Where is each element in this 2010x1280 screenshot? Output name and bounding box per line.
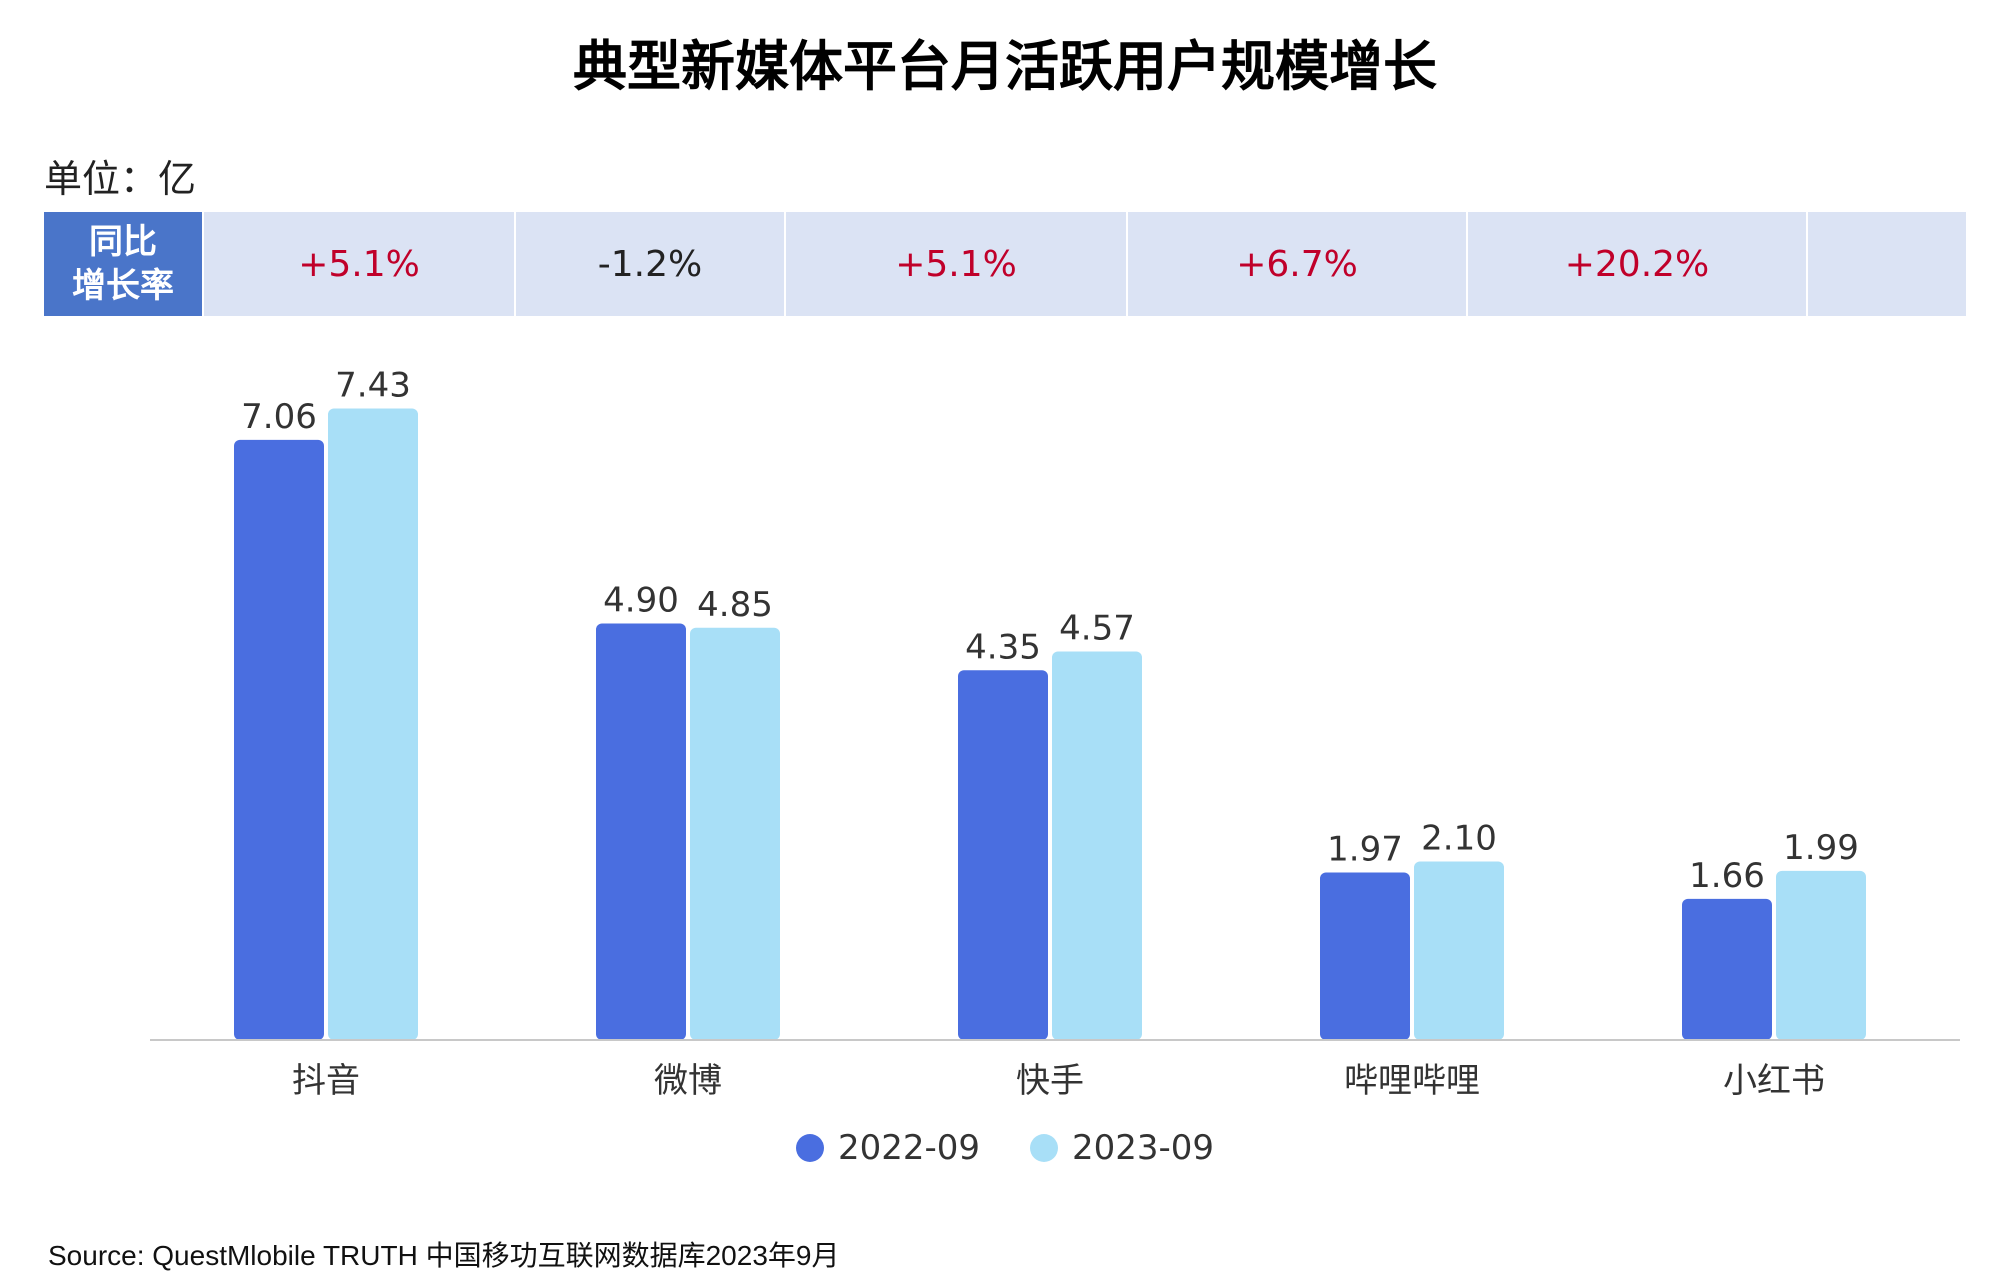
legend-item-2023: 2023-09	[1030, 1128, 1214, 1168]
value-label-2023-3: 2.10	[1421, 819, 1497, 859]
value-label-2023-0: 7.43	[335, 365, 411, 405]
chart-title: 典型新媒体平台月活跃用户规模增长	[573, 35, 1437, 98]
bar-2023-4	[1776, 870, 1866, 1040]
bar-2022-3	[1320, 872, 1410, 1040]
value-label-2022-3: 1.97	[1327, 830, 1403, 870]
bars-group	[234, 408, 1866, 1040]
yoy-growth-strip: 同比 增长率 +5.1% -1.2% +5.1% +6.7% +20.2%	[44, 212, 1966, 316]
bar-2022-2	[958, 670, 1048, 1040]
unit-label: 单位：亿	[44, 157, 197, 201]
category-labels-group: 抖音 微博 快手 哔哩哔哩 小红书	[292, 1061, 1825, 1101]
category-label-2: 快手	[1016, 1061, 1084, 1101]
yoy-header-line1: 同比	[89, 222, 157, 262]
bar-2022-1	[596, 623, 686, 1040]
bar-2023-2	[1052, 651, 1142, 1040]
source-note: Source: QuestMlobile TRUTH 中国移功互联网数据库202…	[48, 1240, 840, 1271]
yoy-value-douyin: +5.1%	[204, 212, 514, 316]
legend: 2022-09 2023-09	[0, 1128, 2010, 1168]
yoy-spacer	[1808, 212, 1966, 316]
value-label-2023-2: 4.57	[1059, 609, 1135, 649]
yoy-value-weibo: -1.2%	[516, 212, 784, 316]
value-label-2022-0: 7.06	[241, 397, 317, 437]
yoy-value-xiaohongshu: +20.2%	[1468, 212, 1806, 316]
category-label-3: 哔哩哔哩	[1344, 1061, 1480, 1101]
legend-item-2022: 2022-09	[795, 1128, 980, 1168]
bar-2022-4	[1682, 898, 1772, 1040]
legend-label-2023: 2023-09	[1072, 1128, 1215, 1168]
value-label-2022-2: 4.35	[965, 627, 1041, 667]
yoy-header: 同比 增长率	[44, 212, 202, 316]
legend-dot-2022	[795, 1134, 824, 1162]
bar-2023-0	[328, 408, 418, 1040]
value-label-2023-4: 1.99	[1783, 828, 1859, 868]
value-label-2022-1: 4.90	[603, 581, 679, 621]
legend-dot-2023	[1030, 1134, 1058, 1162]
yoy-value-bilibili: +6.7%	[1128, 212, 1466, 316]
value-label-2023-1: 4.85	[697, 585, 773, 625]
category-label-1: 微博	[654, 1061, 722, 1101]
yoy-header-line2: 增长率	[72, 266, 174, 306]
bar-2023-1	[690, 627, 780, 1040]
value-label-2022-4: 1.66	[1689, 856, 1765, 896]
bar-2022-0	[234, 439, 324, 1040]
category-label-0: 抖音	[292, 1061, 360, 1101]
category-label-4: 小红书	[1723, 1061, 1825, 1101]
value-labels-group: 7.06 7.43 4.90 4.85 4.35 4.57 1.97 2.10 1.66 1.99	[241, 365, 1859, 895]
yoy-value-kuaishou: +5.1%	[786, 212, 1126, 316]
bar-2023-3	[1414, 861, 1504, 1040]
legend-label-2022: 2022-09	[837, 1128, 980, 1168]
